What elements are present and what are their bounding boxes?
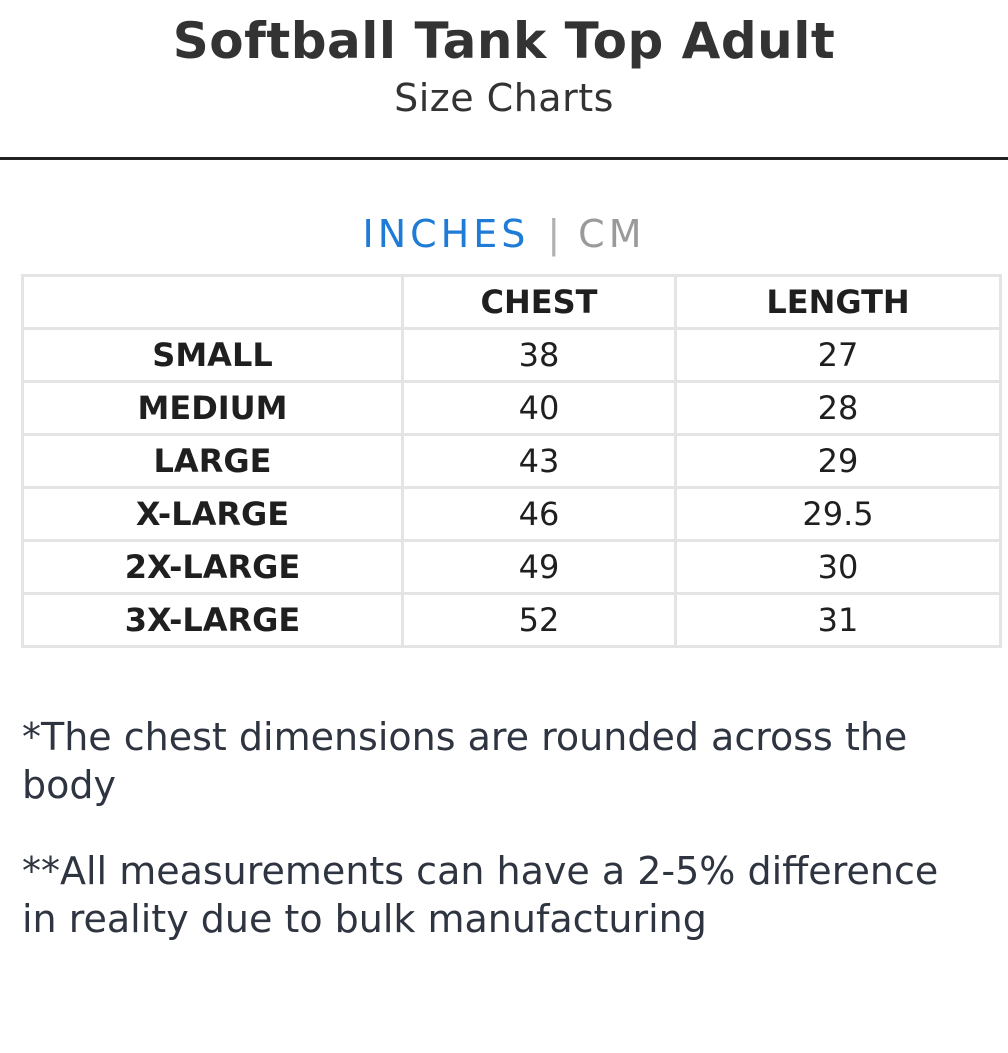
page-header: Softball Tank Top Adult Size Charts [0, 0, 1008, 160]
table-header-length: LENGTH [674, 274, 1002, 330]
size-cell: SMALL [21, 327, 404, 383]
chest-cell: 52 [401, 592, 677, 648]
page-title: Softball Tank Top Adult [172, 12, 836, 70]
length-cell: 30 [674, 539, 1002, 595]
size-cell: 3X-LARGE [21, 592, 404, 648]
measurement-variance-note: **All measurements can have a 2-5% diffe… [22, 849, 939, 941]
table-header-chest: CHEST [401, 274, 677, 330]
unit-separator: | [547, 212, 561, 256]
length-cell: 29.5 [674, 486, 1002, 542]
table-row: MEDIUM 40 28 [21, 380, 1002, 436]
size-cell: LARGE [21, 433, 404, 489]
length-cell: 29 [674, 433, 1002, 489]
chest-cell: 40 [401, 380, 677, 436]
size-cell: MEDIUM [21, 380, 404, 436]
chest-rounding-note: *The chest dimensions are rounded across… [22, 715, 908, 807]
chest-cell: 38 [401, 327, 677, 383]
size-chart-table: CHEST LENGTH SMALL 38 27 MEDIUM 40 28 LA… [21, 274, 1002, 648]
length-cell: 31 [674, 592, 1002, 648]
chest-cell: 43 [401, 433, 677, 489]
table-header-size [21, 274, 404, 330]
unit-toggle: INCHES | CM [0, 212, 1008, 256]
size-cell: 2X-LARGE [21, 539, 404, 595]
unit-cm-tab[interactable]: CM [578, 212, 646, 256]
table-header-row: CHEST LENGTH [21, 274, 1002, 330]
table-row: 3X-LARGE 52 31 [21, 592, 1002, 648]
unit-inches-tab[interactable]: INCHES [362, 212, 530, 256]
chest-cell: 49 [401, 539, 677, 595]
length-cell: 27 [674, 327, 1002, 383]
length-cell: 28 [674, 380, 1002, 436]
table-row: 2X-LARGE 49 30 [21, 539, 1002, 595]
table-row: SMALL 38 27 [21, 327, 1002, 383]
page-subtitle: Size Charts [394, 76, 614, 120]
chest-cell: 46 [401, 486, 677, 542]
size-cell: X-LARGE [21, 486, 404, 542]
table-row: LARGE 43 29 [21, 433, 1002, 489]
table-row: X-LARGE 46 29.5 [21, 486, 1002, 542]
